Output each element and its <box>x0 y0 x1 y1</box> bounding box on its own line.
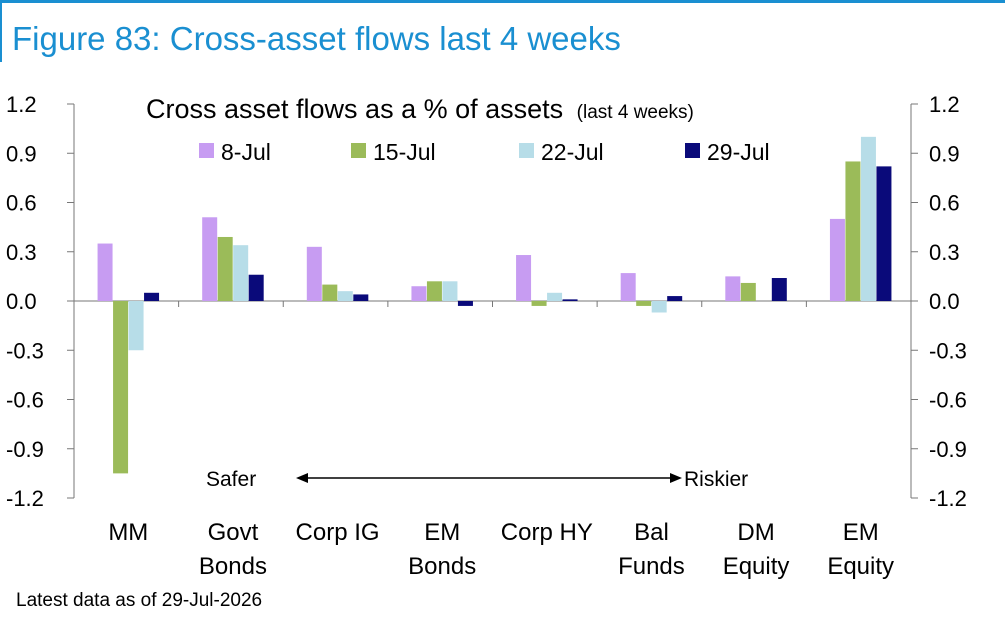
left-y-tick-label: 0.9 <box>6 141 37 166</box>
safer-label: Safer <box>206 468 256 491</box>
right-y-tick-label: 0.6 <box>929 191 960 216</box>
riskier-label: Riskier <box>684 468 748 491</box>
bar <box>651 301 667 313</box>
bar <box>620 273 636 301</box>
bar <box>322 284 338 301</box>
chart-bars <box>97 136 892 474</box>
left-y-tick-label: -1.2 <box>6 486 44 511</box>
bar <box>353 294 369 301</box>
category-label: Bal <box>634 519 669 546</box>
bar <box>144 292 160 301</box>
bar <box>217 236 233 301</box>
legend-label: 22-Jul <box>541 139 604 165</box>
figure-title: Figure 83: Cross-asset flows last 4 week… <box>12 20 621 57</box>
risk-arrow-right-head <box>670 473 682 483</box>
legend-label: 29-Jul <box>707 139 770 165</box>
bar <box>876 166 892 301</box>
bar-chart: 1.2 1.2 0.9 0.9 0.6 0.6 0.3 0.3 0.0 0.0 -0.3 -0.3 -0… <box>6 92 967 580</box>
category-label: Funds <box>618 553 685 580</box>
footnote: Latest data as of 29-Jul-2026 <box>16 590 263 611</box>
bar <box>771 278 787 301</box>
bar <box>306 246 322 301</box>
category-label: EM <box>424 519 460 546</box>
bar <box>829 218 845 301</box>
bar <box>233 245 249 301</box>
legend-label: 8-Jul <box>221 139 271 165</box>
bar <box>411 286 427 301</box>
left-y-tick-label: 1.2 <box>6 92 37 117</box>
category-label: Govt <box>208 519 259 546</box>
bar <box>725 276 741 301</box>
right-y-tick-label: -0.6 <box>929 388 967 413</box>
bar <box>562 299 578 301</box>
chart-tick-labels: 1.2 1.2 0.9 0.9 0.6 0.6 0.3 0.3 0.0 0.0 -0.3 -0.3 -0… <box>6 92 967 511</box>
title-accent-edge <box>0 0 2 62</box>
right-y-tick-label: -0.9 <box>929 437 967 462</box>
category-label: Corp IG <box>296 519 380 546</box>
bar <box>845 161 861 301</box>
legend-label: 15-Jul <box>373 139 436 165</box>
category-label: Bonds <box>199 553 267 580</box>
chart-legend: 8-Jul 15-Jul 22-Jul 29-Jul <box>199 139 770 165</box>
chart-title-note: (last 4 weeks) <box>577 102 694 123</box>
category-label: Bonds <box>408 553 476 580</box>
risk-annotation: Safer Riskier <box>206 468 748 491</box>
bar <box>97 243 113 301</box>
right-y-tick-label: 0.9 <box>929 141 960 166</box>
category-label: EM <box>843 519 879 546</box>
legend-swatch <box>685 143 700 158</box>
right-y-tick-label: -1.2 <box>929 486 967 511</box>
bar <box>636 301 652 306</box>
chart-title-main: Cross asset flows as a % of assets <box>146 94 563 124</box>
left-y-tick-label: 0.3 <box>6 240 37 265</box>
bar <box>337 291 353 301</box>
bar <box>457 301 473 306</box>
category-label: Equity <box>723 553 790 580</box>
chart-category-labels: MM Govt Bonds Corp IG EM Bonds Corp HY Bal Funds… <box>108 519 894 580</box>
bar <box>202 217 218 301</box>
chart-axes <box>67 103 918 499</box>
bar <box>531 301 547 306</box>
right-y-tick-label: 0.0 <box>929 289 960 314</box>
bar <box>442 281 458 301</box>
bar <box>426 281 442 301</box>
bar <box>516 255 532 301</box>
bar <box>740 282 756 301</box>
legend-swatch <box>519 143 534 158</box>
title-accent-line <box>0 0 1005 3</box>
risk-arrow-left-head <box>296 473 308 483</box>
bar <box>860 136 876 301</box>
bar <box>547 292 563 301</box>
legend-swatch <box>199 143 214 158</box>
category-label: Corp HY <box>501 519 593 546</box>
bar <box>113 301 129 474</box>
category-label: DM <box>737 519 774 546</box>
right-y-tick-label: 1.2 <box>929 92 960 117</box>
category-label: Equity <box>827 553 894 580</box>
right-y-tick-label: -0.3 <box>929 338 967 363</box>
bar <box>248 274 264 301</box>
left-y-tick-label: -0.6 <box>6 388 44 413</box>
category-label: MM <box>108 519 148 546</box>
left-y-tick-label: -0.3 <box>6 338 44 363</box>
chart-title: Cross asset flows as a % of assets (last… <box>146 94 694 124</box>
bar <box>667 296 683 301</box>
left-y-tick-label: 0.6 <box>6 191 37 216</box>
left-y-tick-label: -0.9 <box>6 437 44 462</box>
bar <box>128 301 144 351</box>
left-y-tick-label: 0.0 <box>6 289 37 314</box>
legend-swatch <box>351 143 366 158</box>
right-y-tick-label: 0.3 <box>929 240 960 265</box>
